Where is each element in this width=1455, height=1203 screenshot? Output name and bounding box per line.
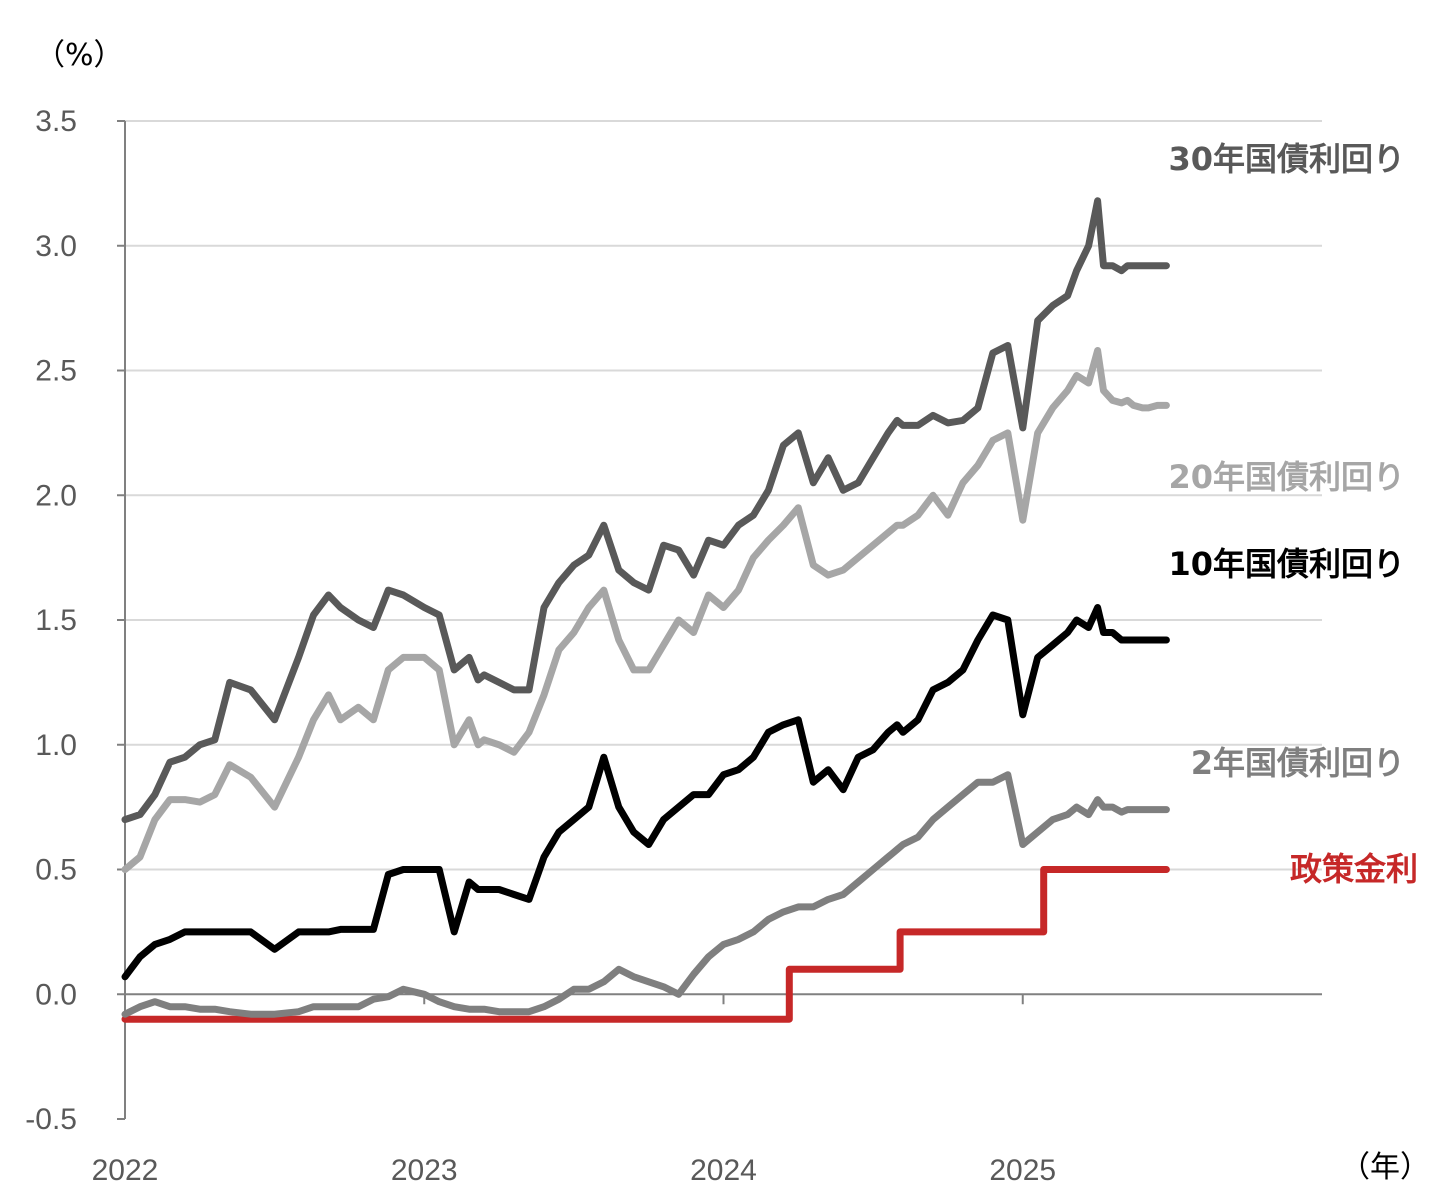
series-label: 10年国債利回り [1168, 545, 1405, 583]
x-tick-label: 2024 [690, 1154, 757, 1187]
y-tick-label: 0.5 [35, 854, 77, 887]
series-label: 20年国債利回り [1168, 458, 1405, 496]
series-line [121, 604, 1170, 981]
y-axis-unit-label: （%） [35, 38, 124, 73]
y-tick-label: 3.0 [35, 230, 77, 263]
y-tick-label: 2.5 [35, 355, 77, 388]
series-line [121, 771, 1170, 1018]
x-tick-label: 2022 [92, 1154, 159, 1187]
series-label: 2年国債利回り [1191, 744, 1405, 782]
y-tick-label: 1.5 [35, 604, 77, 637]
y-axis: 3.5 3.0 2.5 2.0 1.5 1.0 0.5 0.0 -0.5 [25, 105, 125, 1136]
x-tick-label: 2023 [391, 1154, 458, 1187]
series-label: 30年国債利回り [1168, 140, 1405, 178]
series-label: 政策金利 [1290, 850, 1418, 888]
series-line [121, 347, 1170, 873]
y-tick-label: 1.0 [35, 729, 77, 762]
x-tick-label: 2025 [989, 1154, 1056, 1187]
y-tick-label: 0.0 [35, 978, 77, 1011]
y-tick-label: -0.5 [25, 1103, 77, 1136]
y-tick-label: 3.5 [35, 105, 77, 138]
series-line [121, 197, 1170, 824]
series-lines [121, 197, 1170, 1023]
x-axis: 2022 2023 2024 2025 [92, 994, 1056, 1187]
series-line [121, 866, 1170, 1023]
y-tick-label: 2.0 [35, 479, 77, 512]
x-axis-unit-label: （年） [1340, 1150, 1430, 1185]
grid-lines [124, 120, 1322, 1119]
